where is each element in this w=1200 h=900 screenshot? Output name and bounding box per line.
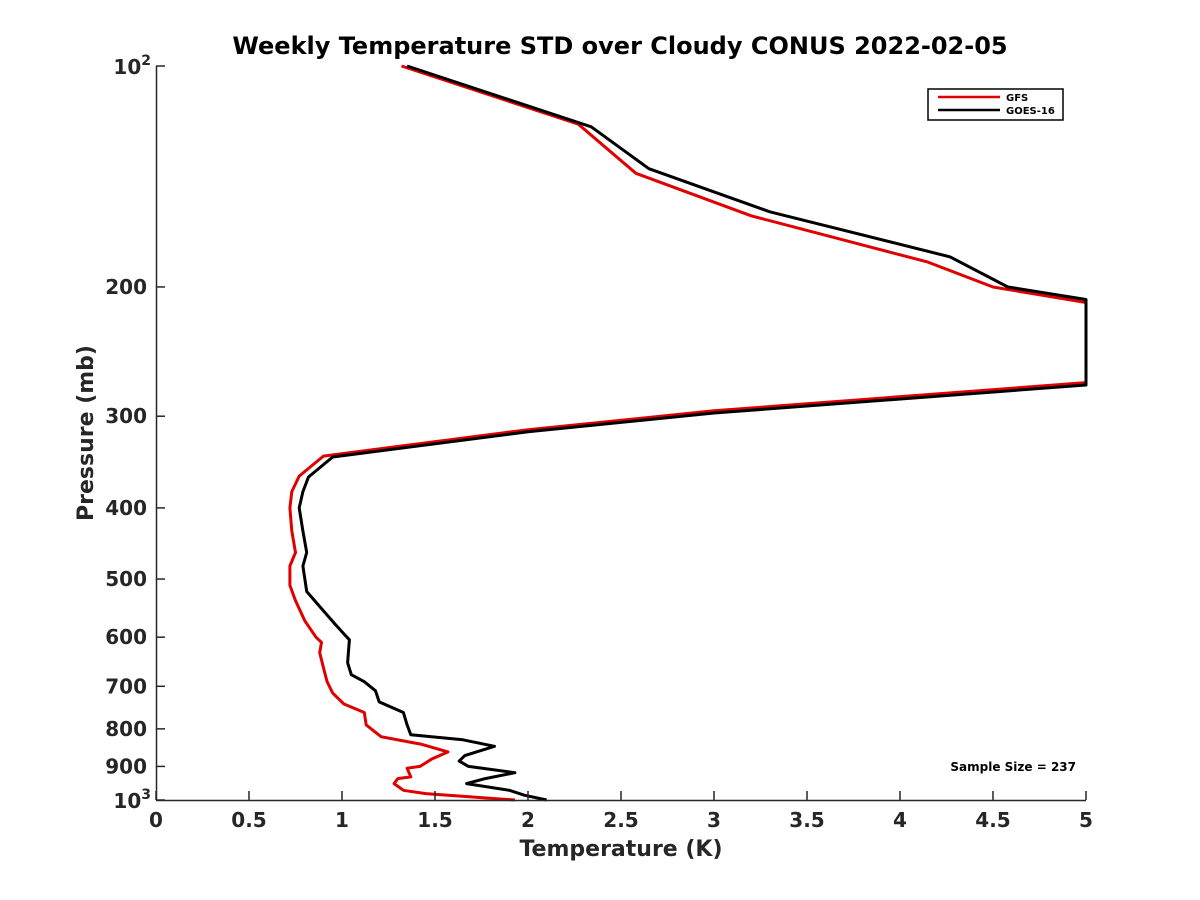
y-tick-base: 10 (113, 55, 141, 79)
legend: GFS GOES-16 (927, 88, 1064, 121)
y-tick-label: 102 (113, 53, 151, 79)
x-tick-label: 3.5 (789, 808, 824, 832)
y-axis-title: Pressure (mb) (74, 345, 99, 521)
y-tick-label: 200 (105, 275, 147, 299)
sample-size-annotation: Sample Size = 237 (950, 760, 1076, 774)
y-tick-label: 600 (105, 625, 147, 649)
x-tick-label: 1 (335, 808, 349, 832)
y-tick-base: 10 (113, 789, 141, 813)
y-tick-exponent: 3 (141, 787, 151, 803)
legend-box (927, 88, 1064, 121)
y-tick-exponent: 2 (141, 53, 151, 69)
x-axis-title: Temperature (K) (519, 837, 722, 862)
x-tick-label: 0.5 (231, 808, 266, 832)
series-line-goes16 (297, 64, 1088, 802)
x-tick-label: 5 (1079, 808, 1093, 832)
x-tick-label: 3 (707, 808, 721, 832)
x-tick-label: 2.5 (603, 808, 638, 832)
legend-label-gfs: GFS (1006, 93, 1028, 104)
y-tick-label: 700 (105, 674, 147, 698)
y-tick-label: 800 (105, 717, 147, 741)
x-tick-label: 1.5 (417, 808, 452, 832)
legend-label-goes16: GOES-16 (1006, 106, 1055, 117)
x-tick-label: 0 (149, 808, 163, 832)
x-tick-label: 4.5 (975, 808, 1010, 832)
chart-title: Weekly Temperature STD over Cloudy CONUS… (232, 32, 1007, 60)
axes (155, 66, 1086, 802)
y-tick-label: 300 (105, 404, 147, 428)
y-tick-label: 103 (113, 787, 151, 813)
y-tick-label: 500 (105, 567, 147, 591)
y-tick-label: 400 (105, 496, 147, 520)
x-tick-label: 2 (521, 808, 535, 832)
series-layer (288, 64, 1088, 802)
y-tick-label: 900 (105, 754, 147, 778)
x-ticks: 0 0.5 1 1.5 2 2.5 3 3.5 4 4.5 5 (149, 791, 1093, 832)
x-tick-label: 4 (893, 808, 907, 832)
